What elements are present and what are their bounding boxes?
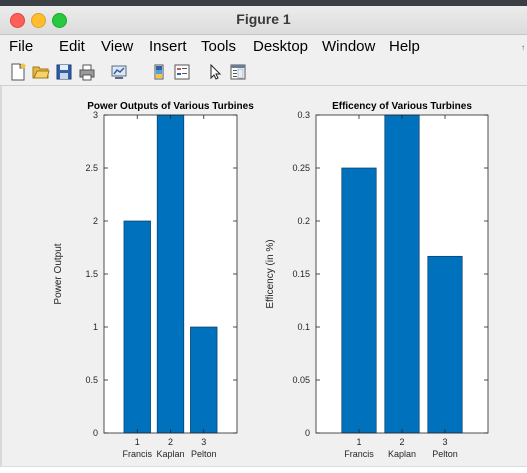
y-axis-label: Efficency (in %) — [265, 239, 276, 308]
left-edge — [0, 86, 2, 473]
y-tick-label: 0.1 — [297, 322, 310, 332]
menu-bar: File Edit View Insert Tools Desktop Wind… — [0, 35, 527, 59]
bar-francis[interactable] — [123, 220, 151, 434]
y-tick-label: 0.3 — [297, 110, 310, 120]
new-figure-icon[interactable] — [9, 63, 27, 81]
x-category-label: Francis — [122, 449, 152, 459]
bar-pelton[interactable] — [190, 326, 218, 434]
bar-kaplan[interactable] — [384, 114, 420, 434]
x-tick-label: 2 — [168, 437, 173, 447]
y-tick-label: 0 — [305, 428, 310, 438]
toolbar — [0, 59, 527, 86]
save-icon[interactable] — [55, 63, 73, 81]
menu-view[interactable]: View — [101, 38, 134, 55]
minimize-button[interactable] — [31, 13, 46, 28]
y-tick-label: 1.5 — [85, 269, 98, 279]
y-tick-label: 0.5 — [85, 375, 98, 385]
window-top-strip — [0, 0, 527, 6]
chart-efficiency: Efficency of Various Turbines 0 0.05 0.1 0.… — [265, 101, 489, 459]
y-tick-label: 0.05 — [292, 375, 310, 385]
chart-title: Efficency of Various Turbines — [332, 101, 472, 112]
x-category-label: Kaplan — [156, 449, 184, 459]
bar-francis[interactable] — [341, 167, 377, 434]
figure-canvas: Power Outputs of Various Turbines 0 0.5 1 1… — [4, 86, 521, 466]
x-category-label: Francis — [344, 449, 374, 459]
print-icon[interactable] — [78, 63, 96, 81]
y-tick-label: 0 — [93, 428, 98, 438]
legend-icon[interactable] — [173, 63, 191, 81]
window-title: Figure 1 — [236, 11, 291, 27]
property-inspector-icon[interactable] — [229, 63, 247, 81]
y-tick-label: 1 — [93, 322, 98, 332]
x-tick-label: 1 — [356, 437, 361, 447]
x-tick-label: 3 — [201, 437, 206, 447]
y-tick-label: 2.5 — [85, 163, 98, 173]
x-category-label: Pelton — [432, 449, 458, 459]
y-tick-label: 0.2 — [297, 216, 310, 226]
close-button[interactable] — [10, 13, 25, 28]
chart-power-outputs: Power Outputs of Various Turbines 0 0.5 1 1… — [53, 101, 254, 459]
menu-insert[interactable]: Insert — [149, 38, 187, 55]
y-tick-label: 0.25 — [292, 163, 310, 173]
bar-pelton[interactable] — [427, 255, 463, 434]
menu-desktop[interactable]: Desktop — [253, 38, 309, 55]
colorbar-icon[interactable] — [150, 63, 168, 81]
menu-edit[interactable]: Edit — [59, 38, 85, 55]
bottom-edge — [0, 466, 527, 473]
open-file-icon[interactable] — [32, 63, 50, 81]
y-axis-label: Power Output — [53, 243, 64, 304]
menu-help[interactable]: Help — [389, 38, 420, 55]
link-plot-icon[interactable] — [110, 63, 128, 81]
x-tick-label: 2 — [399, 437, 404, 447]
menu-window[interactable]: Window — [322, 38, 376, 55]
x-category-label: Kaplan — [388, 449, 416, 459]
x-tick-label: 3 — [442, 437, 447, 447]
menu-overflow-indicator: ↑ — [521, 43, 525, 52]
x-category-label: Pelton — [191, 449, 217, 459]
y-tick-label: 2 — [93, 216, 98, 226]
plot-area: Power Outputs of Various Turbines 0 0.5 1 1… — [53, 101, 489, 459]
x-tick-label: 1 — [135, 437, 140, 447]
menu-file[interactable]: File — [9, 38, 34, 55]
zoom-button[interactable] — [52, 13, 67, 28]
y-tick-label: 3 — [93, 110, 98, 120]
title-bar[interactable]: Figure 1 — [0, 6, 527, 35]
chart-title: Power Outputs of Various Turbines — [87, 101, 254, 112]
menu-tools[interactable]: Tools — [201, 38, 237, 55]
edit-plot-icon[interactable] — [206, 63, 224, 81]
bar-kaplan[interactable] — [156, 114, 185, 434]
y-tick-label: 0.15 — [292, 269, 310, 279]
